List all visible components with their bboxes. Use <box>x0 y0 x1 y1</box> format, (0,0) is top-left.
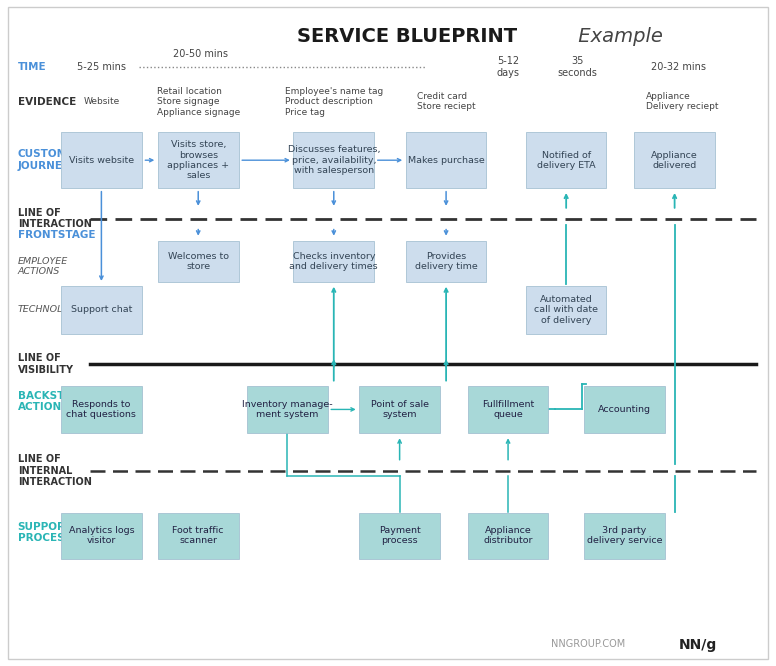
Text: Makes purchase: Makes purchase <box>407 156 484 165</box>
Text: TIME: TIME <box>18 62 47 72</box>
FancyBboxPatch shape <box>526 133 606 188</box>
Text: FRONTSTAGE: FRONTSTAGE <box>18 230 95 240</box>
Text: Inventory manage-
ment system: Inventory manage- ment system <box>242 400 333 419</box>
Text: Retail location
Store signage
Appliance signage: Retail location Store signage Appliance … <box>157 87 240 117</box>
FancyBboxPatch shape <box>406 240 487 282</box>
Text: Notified of
delivery ETA: Notified of delivery ETA <box>537 151 595 170</box>
Text: 20-32 mins: 20-32 mins <box>651 62 706 72</box>
FancyBboxPatch shape <box>293 133 374 188</box>
Text: Visits store,
browses
appliances +
sales: Visits store, browses appliances + sales <box>167 140 229 180</box>
FancyBboxPatch shape <box>61 386 142 434</box>
Text: Website: Website <box>83 97 120 106</box>
FancyBboxPatch shape <box>406 133 487 188</box>
FancyBboxPatch shape <box>359 513 440 559</box>
Text: Discusses features,
price, availability,
with salesperson: Discusses features, price, availability,… <box>288 145 380 175</box>
FancyBboxPatch shape <box>158 133 238 188</box>
Text: Analytics logs
visitor: Analytics logs visitor <box>68 526 134 545</box>
Text: Appliance
distributor: Appliance distributor <box>483 526 533 545</box>
Text: Payment
process: Payment process <box>379 526 421 545</box>
Text: Welcomes to
store: Welcomes to store <box>168 252 229 271</box>
Text: 3rd party
delivery service: 3rd party delivery service <box>587 526 662 545</box>
Text: Fullfillment
queue: Fullfillment queue <box>482 400 534 419</box>
FancyBboxPatch shape <box>61 286 142 334</box>
Text: BACKSTAGE
ACTIONS: BACKSTAGE ACTIONS <box>18 391 87 412</box>
Text: NNGROUP.COM: NNGROUP.COM <box>551 639 625 649</box>
Text: Example: Example <box>572 27 663 46</box>
Text: 5-12
days: 5-12 days <box>497 57 520 78</box>
Text: SUPPORT
PROCESSES: SUPPORT PROCESSES <box>18 521 86 543</box>
Text: EMPLOYEE
ACTIONS: EMPLOYEE ACTIONS <box>18 257 68 276</box>
Text: LINE OF
VISIBILITY: LINE OF VISIBILITY <box>18 354 74 375</box>
FancyBboxPatch shape <box>468 386 549 434</box>
Text: Point of sale
system: Point of sale system <box>371 400 428 419</box>
Text: Credit card
Store reciept: Credit card Store reciept <box>417 92 476 111</box>
Text: EVIDENCE: EVIDENCE <box>18 97 76 107</box>
Text: Automated
call with date
of delivery: Automated call with date of delivery <box>534 295 598 324</box>
Text: Responds to
chat questions: Responds to chat questions <box>67 400 137 419</box>
FancyBboxPatch shape <box>468 513 549 559</box>
FancyBboxPatch shape <box>158 240 238 282</box>
FancyBboxPatch shape <box>584 386 664 434</box>
Text: Checks inventory
and delivery times: Checks inventory and delivery times <box>289 252 378 271</box>
Text: 5-25 mins: 5-25 mins <box>77 62 126 72</box>
Text: TECHNOLOGY: TECHNOLOGY <box>18 305 84 314</box>
Text: LINE OF
INTERNAL
INTERACTION: LINE OF INTERNAL INTERACTION <box>18 454 92 487</box>
FancyBboxPatch shape <box>526 286 606 334</box>
FancyBboxPatch shape <box>158 513 238 559</box>
FancyBboxPatch shape <box>584 513 664 559</box>
Text: SERVICE BLUEPRINT: SERVICE BLUEPRINT <box>296 27 517 46</box>
Text: Foot traffic
scanner: Foot traffic scanner <box>172 526 224 545</box>
Text: CUSTOMER
JOURNEY: CUSTOMER JOURNEY <box>18 149 83 171</box>
FancyBboxPatch shape <box>247 386 327 434</box>
Text: 20-50 mins: 20-50 mins <box>173 49 228 59</box>
FancyBboxPatch shape <box>61 513 142 559</box>
Text: Support chat: Support chat <box>71 305 132 314</box>
Text: NN/g: NN/g <box>678 638 717 652</box>
Text: Accounting: Accounting <box>598 405 651 414</box>
Text: Appliance
delivered: Appliance delivered <box>651 151 698 170</box>
Text: LINE OF
INTERACTION: LINE OF INTERACTION <box>18 208 92 230</box>
Text: Employee's name tag
Product description
Price tag: Employee's name tag Product description … <box>285 87 383 117</box>
Text: Appliance
Delivery reciept: Appliance Delivery reciept <box>646 92 719 111</box>
FancyBboxPatch shape <box>61 133 142 188</box>
FancyBboxPatch shape <box>634 133 715 188</box>
FancyBboxPatch shape <box>359 386 440 434</box>
Text: 35
seconds: 35 seconds <box>558 57 598 78</box>
Text: Visits website: Visits website <box>69 156 134 165</box>
Text: Provides
delivery time: Provides delivery time <box>414 252 477 271</box>
FancyBboxPatch shape <box>293 240 374 282</box>
